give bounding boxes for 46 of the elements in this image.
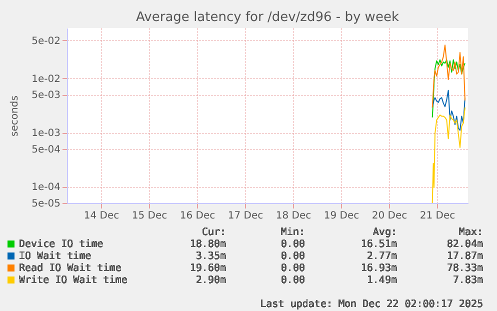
text: 16.93m	[360, 263, 397, 274]
x-tick-label: 16 Dec	[180, 210, 216, 222]
legend-label: Write IO Wait time	[19, 275, 128, 286]
x-tick-label: 21 Dec	[420, 210, 456, 222]
y-tick-label: 5e-05	[32, 198, 60, 210]
y-tick-label: 5e-03	[32, 90, 60, 102]
line-series	[432, 90, 466, 131]
text: 1.49m	[366, 275, 397, 286]
text: 3.35m	[196, 251, 226, 262]
line-series	[432, 59, 466, 118]
x-tick-label: 18 Dec	[276, 210, 312, 222]
text: 19.60m	[190, 263, 226, 274]
text: Max:	[458, 227, 483, 238]
x-tick-label: 17 Dec	[228, 210, 264, 222]
text: 18.80m	[190, 239, 226, 250]
y-tick-label: 1e-04	[32, 182, 60, 194]
y-tick-label: 5e-04	[32, 144, 60, 156]
legend-label: Device IO time	[19, 239, 104, 250]
y-tick-label: 5e-02	[32, 36, 60, 47]
text: 7.83m	[452, 275, 483, 286]
text: 0.00	[280, 251, 305, 262]
line-series	[432, 44, 466, 108]
x-tick-label: 15 Dec	[132, 210, 168, 222]
y-axis-title: seconds	[10, 96, 21, 136]
text: 78.33m	[446, 263, 483, 274]
text: 16.51m	[360, 239, 397, 250]
chart-title: Average latency for /dev/zd96 - by week	[136, 10, 400, 25]
text: 2.90m	[196, 275, 226, 286]
text: Last update: Mon Dec 22 02:00:17 2025	[260, 299, 483, 310]
text: 2.77m	[366, 251, 397, 262]
text: 0.00	[280, 239, 305, 250]
text: Avg:	[372, 227, 397, 238]
line-series	[432, 106, 466, 204]
legend-label: Read IO Wait time	[19, 263, 122, 274]
text: 82.04m	[446, 239, 483, 250]
text: 0.00	[280, 263, 305, 274]
y-tick-label: 1e-02	[32, 74, 60, 85]
x-tick-label: 20 Dec	[372, 210, 408, 222]
text: Cur:	[202, 227, 226, 238]
x-tick-label: 19 Dec	[324, 210, 360, 222]
text: 17.87m	[446, 251, 483, 262]
y-tick-label: 1e-03	[32, 128, 60, 140]
legend-label: IO Wait time	[19, 251, 92, 262]
text: 0.00	[280, 275, 305, 286]
text: Min:	[280, 227, 305, 238]
x-tick-label: 14 Dec	[84, 210, 120, 222]
